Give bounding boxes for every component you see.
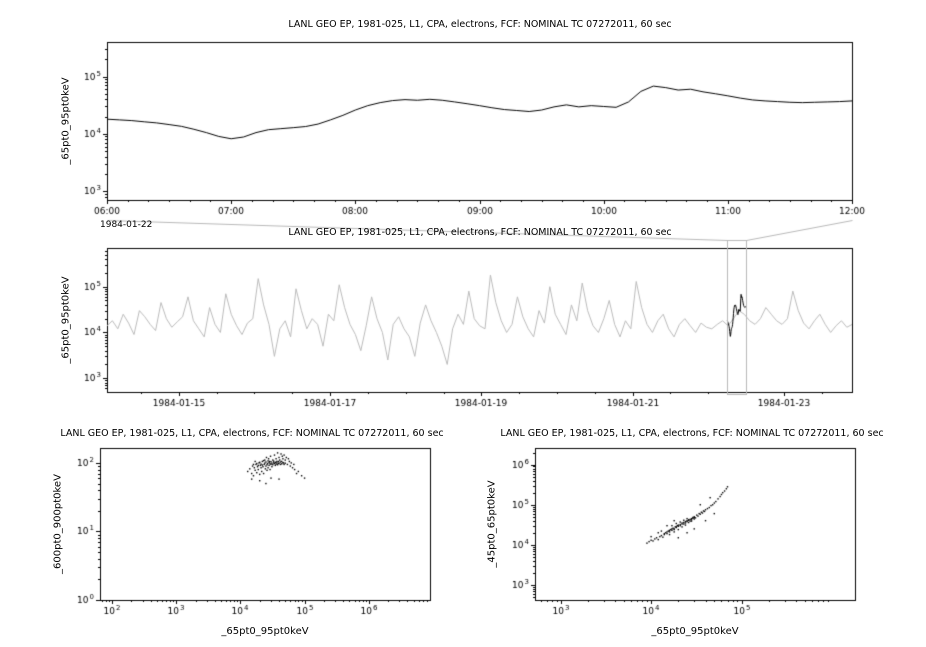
y-axis-label-scatter-right: _45pt0_65pt0keV	[486, 480, 498, 568]
x-axis-label-scatter-left: _65pt0_95pt0keV	[221, 626, 309, 637]
plot-title-zoom: LANL GEO EP, 1981-025, L1, CPA, electron…	[288, 19, 672, 30]
date-label: 1984-01-22	[100, 220, 153, 230]
plot-title-scatter-left: LANL GEO EP, 1981-025, L1, CPA, electron…	[60, 428, 444, 439]
y-axis-label-scatter-left: _600pt0_900pt0keV	[52, 474, 64, 574]
plot-title-context: LANL GEO EP, 1981-025, L1, CPA, electron…	[288, 227, 672, 238]
y-axis-label-zoom: _65pt0_95pt0keV	[60, 77, 72, 165]
x-axis-label-scatter-right: _65pt0_95pt0keV	[651, 626, 739, 637]
plot-title-scatter-right: LANL GEO EP, 1981-025, L1, CPA, electron…	[500, 428, 884, 439]
y-axis-label-context: _65pt0_95pt0keV	[60, 276, 72, 364]
